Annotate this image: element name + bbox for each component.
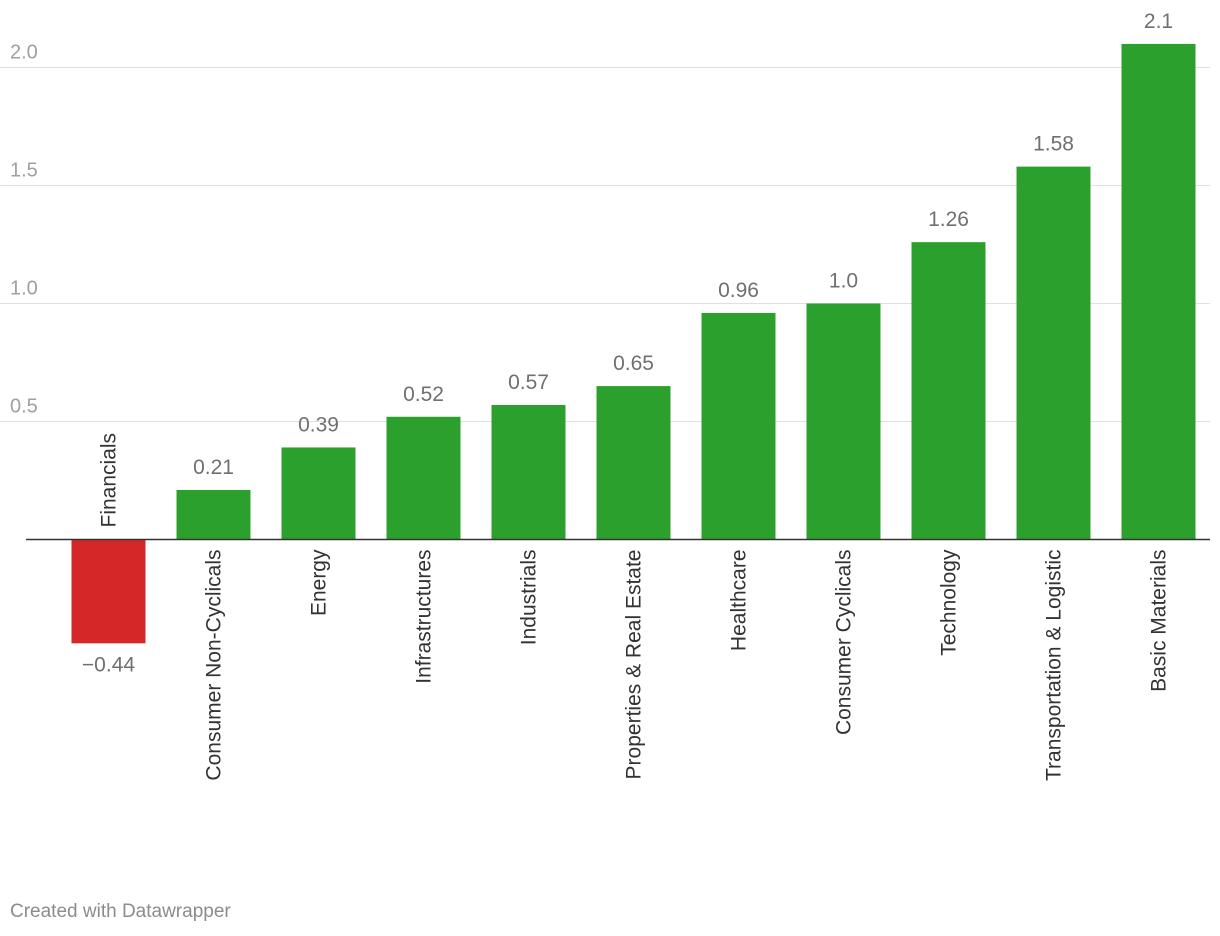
value-label: 0.21 [193, 456, 234, 479]
category-label: Consumer Cyclicals [833, 550, 856, 736]
bar [806, 303, 881, 540]
category-label: Healthcare [728, 550, 751, 652]
bar [176, 489, 251, 540]
y-tick-label: 0.5 [10, 396, 38, 418]
value-label: 1.0 [829, 270, 858, 293]
value-label: 0.57 [508, 371, 549, 394]
y-tick-label: 1.5 [10, 160, 38, 182]
bar [281, 447, 356, 540]
value-label: 2.1 [1144, 10, 1173, 33]
y-tick-label: 1.0 [10, 278, 38, 300]
category-label: Industrials [518, 550, 541, 646]
category-label: Technology [938, 549, 961, 656]
bar-chart: 0.5 1.0 1.5 2.0 −0.44 0.21 0.39 0.52 0.57 0.65 0.… [0, 10, 1210, 781]
y-axis-tick-labels: 0.5 1.0 1.5 2.0 [10, 42, 38, 418]
bar [71, 539, 146, 644]
bar [911, 242, 986, 540]
bar [1016, 166, 1091, 540]
footer-credit: Created with Datawrapper [10, 901, 231, 922]
category-label: Infrastructures [413, 550, 436, 684]
category-label: Properties & Real Estate [623, 550, 646, 780]
value-label: 0.39 [298, 413, 339, 436]
bar [386, 416, 461, 540]
bar [1121, 43, 1196, 540]
value-label: 1.26 [928, 208, 969, 231]
value-label: 0.52 [403, 383, 444, 406]
category-label: Basic Materials [1148, 550, 1171, 692]
value-labels: −0.44 0.21 0.39 0.52 0.57 0.65 0.96 1.0 1.26 1.58… [82, 10, 1173, 676]
category-label: Transportation & Logistic [1043, 550, 1066, 782]
bar [596, 386, 671, 540]
value-label: 1.58 [1033, 133, 1074, 156]
bars [71, 43, 1196, 644]
category-label: Consumer Non-Cyclicals [203, 550, 226, 781]
value-label: 0.65 [613, 352, 654, 375]
category-labels: Financials Consumer Non-Cyclicals Energy In… [98, 433, 1171, 781]
bar [701, 312, 776, 540]
category-label: Financials [98, 433, 121, 528]
value-label: 0.96 [718, 279, 759, 302]
bar [491, 404, 566, 540]
y-tick-label: 2.0 [10, 42, 38, 64]
category-label: Energy [308, 549, 331, 616]
value-label: −0.44 [82, 653, 135, 676]
